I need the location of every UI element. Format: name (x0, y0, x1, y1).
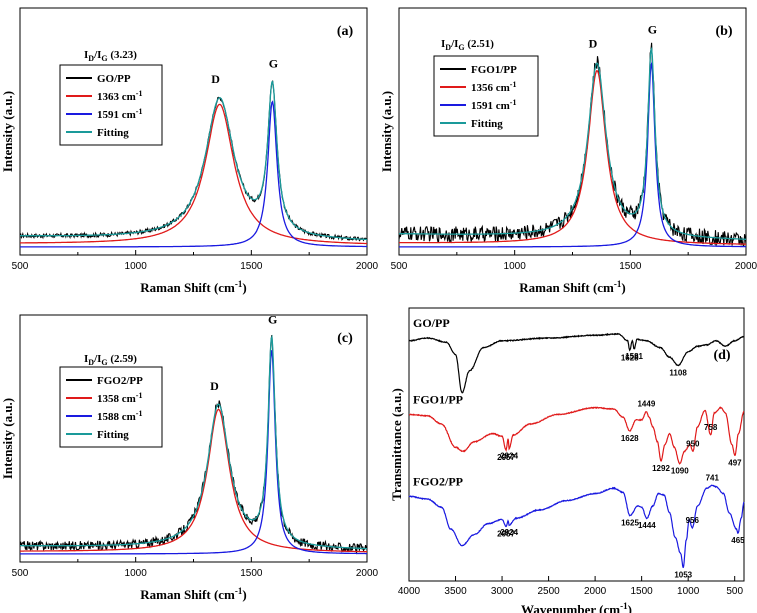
peak-label-g: G (268, 313, 277, 327)
ftir-series-fgo1-pp (409, 406, 745, 465)
peak-annotation: 497 (728, 458, 742, 467)
legend-entry: 1591 cm-1 (97, 107, 142, 121)
legend-entry: Fitting (97, 429, 129, 441)
series-raw-data (19, 334, 368, 555)
peak-annotation: 2957 (497, 453, 515, 462)
raman-chart-svg: 500 1000 1500 2000 Raman Shift (cm-1) Intensi… (0, 313, 378, 602)
x-axis-title: Raman Shift (cm-1) (519, 279, 625, 295)
series-d-band-fit (399, 69, 746, 245)
peak-annotation: 1444 (638, 521, 656, 530)
y-axis-title: Intensity (a.u.) (379, 91, 394, 172)
peak-label-d: D (210, 379, 219, 393)
legend-entry: FGO1/PP (471, 64, 517, 76)
x-tick-label: 500 (12, 568, 29, 579)
series-g-band-fit (20, 350, 367, 555)
x-tick-label: 1500 (240, 568, 263, 579)
x-tick-label: 1000 (504, 261, 527, 272)
series-total-fitting (20, 80, 368, 241)
x-tick-label: 2000 (735, 261, 757, 272)
legend-entry: Fitting (471, 118, 503, 130)
raman-chart-svg: 500 1000 1500 2000 Raman Shift (cm-1) Intensi… (379, 7, 757, 295)
legend-entry: Fitting (97, 127, 129, 139)
y-axis-title: Intensity (a.u.) (0, 91, 15, 172)
peak-annotation: 1628 (621, 434, 639, 443)
series-name-label: GO/PP (413, 316, 450, 330)
ftir-panel-d: 4000 3500 3000 2500 2000 1500 1000 500 Wavenumbe… (379, 307, 757, 613)
series-d-band-fit (20, 103, 367, 245)
peak-annotation: 1581 (625, 352, 643, 361)
peak-annotation: 465 (731, 536, 745, 545)
legend-entry: GO/PP (97, 73, 131, 85)
y-axis-title: Intensity (a.u.) (0, 398, 15, 479)
peak-annotation: 950 (686, 439, 700, 448)
panel-label: (b) (715, 24, 732, 39)
peak-label-g: G (269, 57, 278, 71)
x-tick-label: 1500 (240, 261, 263, 272)
peak-annotation: 1449 (637, 400, 655, 409)
peak-annotation: 1090 (671, 467, 689, 476)
intensity-ratio-label: ID/IG (2.59) (84, 353, 137, 367)
series-total-fitting (20, 334, 367, 550)
intensity-ratio-label: ID/IG (3.23) (84, 49, 137, 63)
series-name-label: FGO1/PP (413, 393, 463, 407)
x-axis-title: Wavenumber (cm-1) (521, 601, 632, 613)
x-tick-label: 500 (12, 261, 29, 272)
peak-annotation: 1625 (621, 518, 639, 527)
ftir-series-go-pp (408, 332, 745, 394)
peak-annotation: 758 (704, 423, 718, 432)
peak-annotation: 956 (686, 516, 700, 525)
x-tick-label: 1500 (619, 261, 642, 272)
intensity-ratio-label: ID/IG (2.51) (441, 38, 494, 52)
x-tick-label: 2500 (537, 586, 560, 597)
plot-frame (408, 307, 745, 582)
peak-annotation: 741 (706, 473, 720, 482)
peak-annotation: 1628 (621, 353, 639, 362)
x-tick-label: 3000 (491, 586, 514, 597)
peak-annotation: 1053 (674, 570, 692, 579)
peak-annotation: 1292 (652, 464, 670, 473)
y-axis-title: Transmittance (a.u.) (389, 388, 404, 501)
series-g-band-fit (20, 100, 367, 248)
legend-entry: 1591 cm-1 (471, 98, 516, 112)
raman-chart-svg: 500 1000 1500 2000 Raman Shift (cm-1) Intensi… (0, 7, 378, 295)
peak-label-d: D (589, 36, 598, 50)
peak-annotation: 2924 (500, 528, 518, 537)
raman-panel-c: 500 1000 1500 2000 Raman Shift (cm-1) Intensi… (0, 307, 378, 613)
panel-label: (a) (337, 24, 354, 39)
series-d-band-fit (20, 408, 367, 553)
x-tick-label: 2000 (356, 261, 378, 272)
x-tick-label: 1000 (125, 568, 148, 579)
legend-entry: FGO2/PP (97, 375, 143, 387)
series-total-fitting (398, 46, 746, 240)
peak-label-g: G (648, 23, 657, 37)
x-tick-label: 4000 (398, 586, 421, 597)
x-tick-label: 1000 (125, 261, 148, 272)
legend-entry: 1588 cm-1 (97, 409, 142, 423)
peak-label-d: D (211, 72, 220, 86)
x-axis-title: Raman Shift (cm-1) (140, 279, 246, 295)
x-tick-label: 1000 (677, 586, 700, 597)
x-tick-label: 3500 (444, 586, 467, 597)
x-tick-label: 1500 (631, 586, 654, 597)
raman-panel-b: 500 1000 1500 2000 Raman Shift (cm-1) Intensi… (379, 0, 757, 306)
peak-annotation: 1108 (669, 368, 687, 377)
x-tick-label: 2000 (356, 568, 378, 579)
peak-annotation: 2957 (497, 529, 515, 538)
panel-label: (c) (337, 331, 353, 346)
ftir-chart-svg: 4000 3500 3000 2500 2000 1500 1000 500 Wavenumbe… (389, 307, 745, 613)
series-g-band-fit (399, 61, 746, 248)
raman-panel-a: 500 1000 1500 2000 Raman Shift (cm-1) Intensi… (0, 0, 378, 306)
x-axis-title: Raman Shift (cm-1) (140, 586, 246, 602)
x-tick-label: 500 (391, 261, 408, 272)
x-tick-label: 500 (726, 586, 743, 597)
ftir-series-fgo2-pp (408, 484, 745, 569)
series-name-label: FGO2/PP (413, 474, 463, 488)
x-tick-label: 2000 (584, 586, 607, 597)
legend-entry: 1358 cm-1 (97, 391, 142, 405)
panel-label: (d) (713, 348, 730, 363)
legend-entry: 1363 cm-1 (97, 89, 142, 103)
peak-annotation: 2924 (500, 452, 518, 461)
legend-entry: 1356 cm-1 (471, 80, 516, 94)
